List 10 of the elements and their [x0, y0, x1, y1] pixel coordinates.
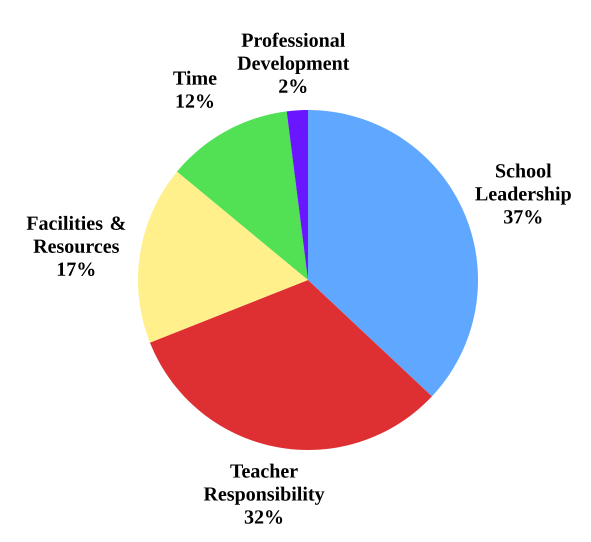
data-label: 32%	[244, 510, 282, 524]
data-label: 37%	[504, 210, 542, 224]
data-label: 2%	[279, 79, 306, 94]
slice-label: Facilities & Resources	[26, 216, 126, 254]
slice-label: Teacher Responsibility	[204, 464, 324, 505]
slice-label: Time	[173, 70, 217, 85]
slice-label: School Leadership	[475, 164, 571, 205]
data-label: 17%	[58, 262, 94, 276]
data-label: 12%	[176, 94, 214, 108]
slice-label: Professional Development	[238, 32, 350, 74]
